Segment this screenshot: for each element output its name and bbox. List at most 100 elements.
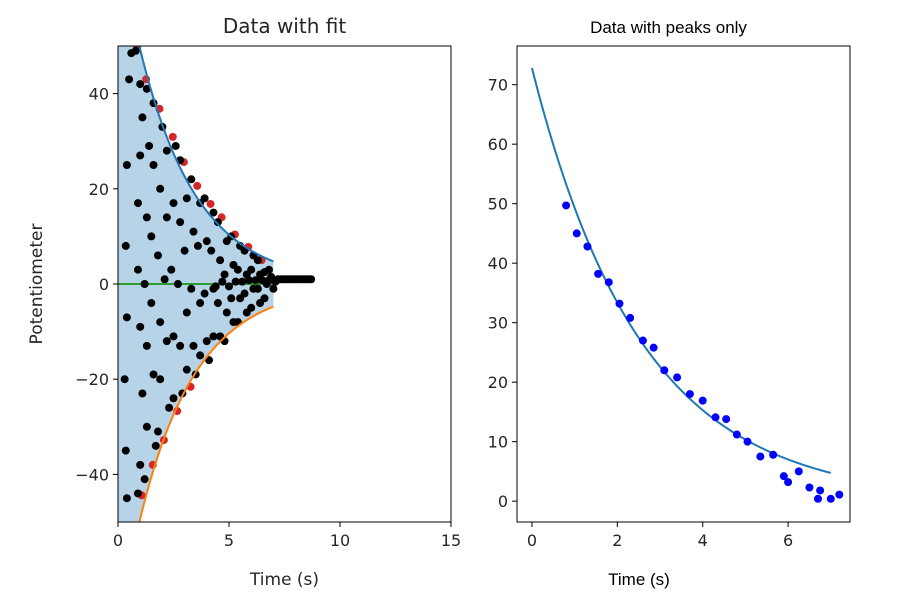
peak-point: [168, 132, 177, 141]
data-point: [136, 460, 145, 469]
data-point: [162, 213, 171, 222]
peak-point: [816, 486, 825, 495]
data-point: [176, 341, 185, 350]
peak-point: [835, 490, 844, 499]
data-point: [180, 246, 189, 255]
x-tick-label: 15: [441, 531, 461, 550]
chart-right-x-ticks: 0 2 4 6: [527, 522, 793, 550]
data-point: [136, 322, 145, 331]
chart-left-clip-group: [118, 46, 316, 522]
y-tick-label: 0: [498, 492, 508, 511]
data-point: [153, 427, 162, 436]
chart-right-title: Data with peaks only: [590, 18, 747, 37]
peak-point: [572, 229, 581, 238]
data-point: [136, 151, 145, 160]
y-tick-label: 0: [99, 275, 109, 294]
y-tick-label: 40: [89, 85, 109, 104]
data-point: [145, 141, 154, 150]
data-point: [202, 237, 211, 246]
data-point: [207, 246, 216, 255]
data-point: [142, 341, 151, 350]
data-point: [251, 276, 260, 285]
chart-left-x-label: Time (s): [249, 570, 319, 590]
y-tick-label: 20: [89, 180, 109, 199]
chart-right-y-ticks: 0 10 20 30 40 50 60 70: [488, 76, 517, 511]
peak-point: [562, 201, 571, 210]
data-point: [171, 141, 180, 150]
data-point: [122, 313, 131, 322]
data-point: [260, 294, 269, 303]
data-point: [307, 275, 316, 284]
y-tick-label: 30: [488, 314, 508, 333]
data-point: [120, 375, 129, 384]
data-point: [142, 84, 151, 93]
data-point: [240, 289, 249, 298]
data-point: [196, 351, 205, 360]
data-point: [196, 299, 205, 308]
lower-envelope-line: [138, 305, 274, 522]
data-point: [253, 256, 262, 265]
data-point: [189, 341, 198, 350]
data-point: [138, 113, 147, 122]
chart-left-plot: [118, 46, 316, 522]
y-tick-label: 20: [488, 373, 508, 392]
peak-point: [604, 278, 613, 287]
data-point: [200, 194, 209, 203]
data-point: [231, 277, 240, 286]
chart-left-title: Data with fit: [223, 14, 346, 38]
peak-point: [826, 494, 835, 503]
data-point: [220, 270, 229, 279]
data-point: [162, 337, 171, 346]
data-point: [253, 284, 262, 293]
peak-point: [769, 450, 778, 459]
data-point: [264, 265, 273, 274]
data-point: [169, 332, 178, 341]
peak-point: [784, 478, 793, 487]
data-point: [133, 265, 142, 274]
peak-point: [673, 373, 682, 382]
peak-point: [805, 483, 814, 492]
peak-point: [711, 413, 720, 422]
x-tick-label: 5: [224, 531, 234, 550]
y-tick-label: 70: [488, 76, 508, 95]
data-point: [209, 332, 218, 341]
data-point: [140, 280, 149, 288]
data-point: [156, 318, 165, 327]
peak-point: [756, 452, 765, 461]
data-point: [269, 284, 278, 293]
data-point: [156, 184, 165, 193]
data-point: [264, 276, 273, 285]
data-point: [247, 303, 256, 312]
data-point: [165, 403, 174, 412]
y-tick-label: 60: [488, 135, 508, 154]
x-tick-label: 0: [527, 531, 537, 550]
data-point: [169, 394, 178, 403]
data-point: [149, 161, 158, 169]
data-point: [153, 251, 162, 260]
upper-envelope-line: [138, 46, 274, 263]
peak-point: [813, 494, 822, 503]
data-point: [187, 175, 196, 184]
y-tick-label: −20: [75, 370, 109, 389]
data-point: [209, 208, 218, 217]
data-point: [133, 199, 142, 208]
data-point: [162, 146, 171, 155]
data-point: [156, 375, 165, 384]
peak-point: [660, 366, 669, 375]
chart-left-x-ticks: 0 5 10 15: [113, 522, 461, 550]
data-point: [213, 218, 222, 227]
data-point: [213, 299, 222, 308]
data-point: [147, 232, 156, 241]
data-point: [160, 275, 169, 284]
y-tick-label: 50: [488, 195, 508, 214]
x-tick-label: 0: [113, 531, 123, 550]
chart-left-y-ticks: −40 −20 0 20 40: [75, 85, 118, 484]
data-point: [133, 489, 142, 498]
data-point: [151, 441, 160, 450]
data-point: [244, 276, 253, 285]
data-point: [238, 277, 247, 286]
peak-point: [649, 343, 658, 352]
data-point: [173, 280, 182, 288]
peak-point: [638, 336, 647, 345]
